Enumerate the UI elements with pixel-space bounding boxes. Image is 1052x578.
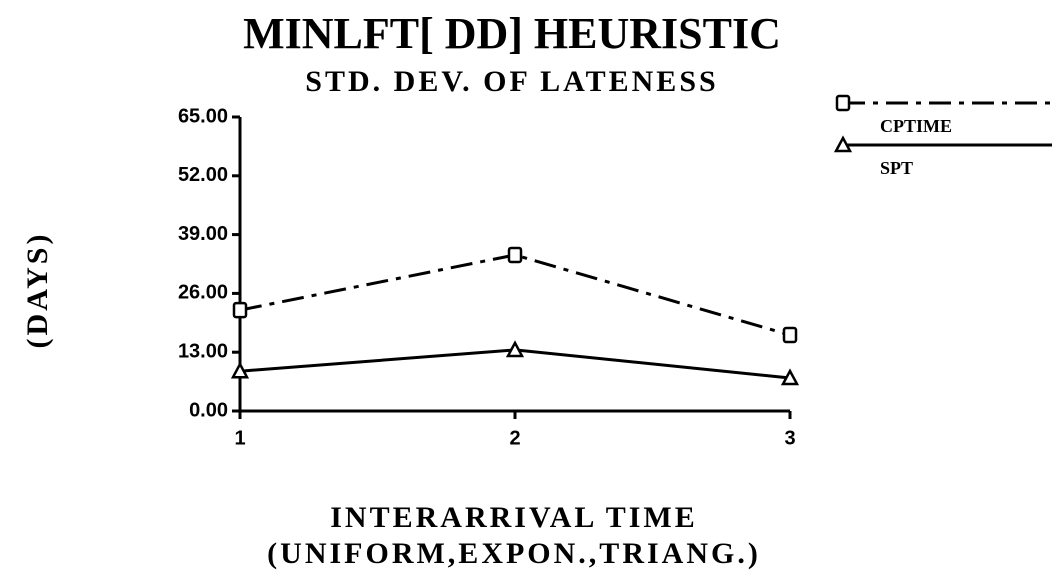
y-tick-label: 0.00 (189, 399, 228, 421)
chart-title: MINLFT[ DD] HEURISTIC (243, 9, 781, 58)
x-tick-label: 3 (784, 427, 795, 449)
marker (230, 361, 250, 379)
x-axis-label: INTERARRIVAL TIME (330, 501, 697, 534)
y-tick-label: 26.00 (178, 282, 228, 304)
y-axis-label: (DAYS) (21, 232, 54, 349)
legend-label: CPTIME (880, 116, 952, 136)
series-line (239, 253, 791, 337)
marker (782, 326, 798, 344)
y-tick-label: 52.00 (178, 164, 228, 186)
y-tick-label: 65.00 (178, 105, 228, 127)
legend-label: SPT (880, 158, 913, 178)
legend-marker (833, 135, 853, 153)
y-tick-label: 39.00 (178, 223, 228, 245)
x-tick-label: 2 (509, 427, 520, 449)
y-tick-label: 13.00 (178, 340, 228, 362)
legend-marker (835, 94, 851, 112)
chart-subtitle: STD. DEV. OF LATENESS (305, 65, 718, 98)
marker (505, 340, 525, 358)
marker (232, 301, 248, 319)
x-tick-label: 1 (234, 427, 245, 449)
marker (780, 368, 800, 386)
x-axis-label: (UNIFORM,EXPON.,TRIANG.) (267, 537, 761, 570)
marker (507, 246, 523, 264)
